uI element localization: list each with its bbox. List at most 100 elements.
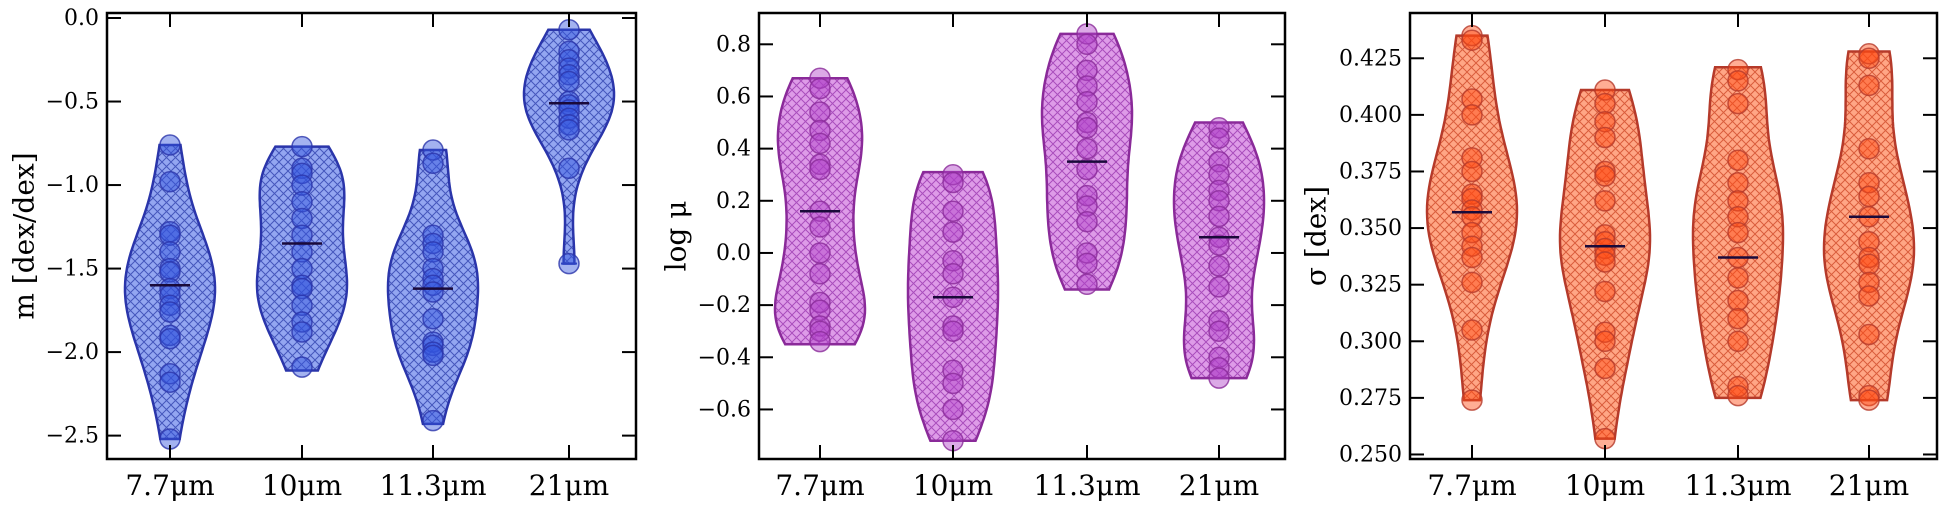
data-point (1594, 110, 1616, 133)
y-tick-label: 0.4 (716, 137, 751, 162)
x-tick-label: 7.7μm (1427, 469, 1516, 502)
data-point (291, 162, 313, 185)
data-point (942, 263, 964, 285)
data-point (1461, 389, 1483, 411)
data-point (942, 372, 964, 395)
panel-1: 0.0 −0.5 −1.0 −1.5 −2.0 −2.5 7.7μm 10μm 11.3μm 21… (8, 6, 638, 502)
y-tick-label: 0.0 (716, 241, 751, 266)
data-point (291, 157, 313, 180)
data-point (1594, 330, 1616, 353)
data-point (159, 363, 181, 385)
data-point (1727, 92, 1749, 115)
data-point (1594, 92, 1616, 115)
data-point (1858, 389, 1880, 411)
data-point (422, 274, 444, 297)
x-tick-label: 10μm (262, 469, 342, 502)
data-point (1076, 273, 1098, 296)
y-tick-label: −0.4 (698, 345, 751, 370)
data-point (1076, 59, 1098, 82)
data-point (558, 252, 580, 275)
axes-frame (1408, 11, 1939, 461)
y-tick-label: −1.5 (46, 257, 99, 282)
violin-body (522, 28, 616, 265)
y-tick-label: −0.6 (698, 397, 751, 422)
data-point (291, 191, 313, 213)
data-point (1461, 319, 1483, 341)
data-point (1858, 246, 1880, 269)
data-point (1727, 58, 1749, 81)
data-point (1858, 47, 1880, 70)
violin-body (1425, 34, 1519, 402)
data-point (1208, 163, 1230, 186)
data-point (558, 49, 580, 71)
data-point (1727, 289, 1749, 312)
data-point (558, 157, 580, 180)
data-point (1076, 33, 1098, 56)
y-tick-label: −0.5 (46, 90, 99, 115)
data-point (1727, 172, 1749, 194)
data-point (1208, 320, 1230, 342)
data-point (1076, 195, 1098, 217)
violin-body (386, 148, 480, 426)
data-point (1727, 330, 1749, 353)
data-point (1858, 74, 1880, 97)
data-point (291, 174, 313, 196)
y-tick-label: 0.250 (1339, 442, 1402, 467)
x-tick-label: 11.3μm (1684, 469, 1791, 502)
data-point (1858, 185, 1880, 208)
violin-body (1822, 50, 1916, 402)
data-point (422, 152, 444, 175)
data-point (942, 320, 964, 342)
y-tick-label: 0.325 (1339, 273, 1402, 298)
data-point (159, 327, 181, 350)
y-axis-label: m [dex/dex] (8, 152, 41, 319)
y-tick-label: −2.0 (46, 340, 99, 365)
x-tick-label: 21μm (1179, 469, 1259, 502)
data-point (291, 321, 313, 343)
axes-frame (105, 11, 638, 461)
data-point (1727, 307, 1749, 330)
data-point (1461, 160, 1483, 183)
data-point (558, 119, 580, 141)
data-point (1208, 234, 1230, 256)
data-point (1461, 235, 1483, 257)
data-point (159, 224, 181, 246)
data-point (291, 135, 313, 158)
data-point (1727, 206, 1749, 228)
data-point (1858, 285, 1880, 307)
violin-body (1172, 121, 1266, 380)
data-point (159, 134, 181, 156)
data-point (1727, 70, 1749, 92)
data-point (1461, 88, 1483, 110)
data-point (1076, 137, 1098, 160)
data-point (1858, 138, 1880, 160)
data-point (942, 171, 964, 194)
data-point (1208, 205, 1230, 228)
y-tick-label: 0.350 (1339, 216, 1402, 241)
data-point (1461, 104, 1483, 126)
data-point (1461, 29, 1483, 51)
data-point (809, 242, 831, 264)
violin-body (1558, 88, 1652, 440)
data-point (558, 107, 580, 129)
data-point (558, 40, 580, 63)
data-point (809, 330, 831, 353)
y-tick-label: 0.400 (1339, 103, 1402, 128)
data-point (1076, 210, 1098, 233)
data-point (422, 241, 444, 263)
violin-body (906, 170, 1000, 442)
y-tick-label: 0.6 (716, 84, 751, 109)
x-tick-label: 21μm (1829, 469, 1909, 502)
data-point (942, 163, 964, 186)
data-point (1727, 267, 1749, 289)
data-point (809, 263, 831, 285)
data-point (291, 277, 313, 300)
y-tick-label: 0.375 (1339, 159, 1402, 184)
y-tick-label: 0.0 (64, 6, 99, 31)
data-point (1727, 221, 1749, 244)
x-tick-label: 10μm (913, 469, 993, 502)
x-tick-label: 7.7μm (125, 469, 214, 502)
data-point (1594, 321, 1616, 343)
data-point (1594, 251, 1616, 273)
